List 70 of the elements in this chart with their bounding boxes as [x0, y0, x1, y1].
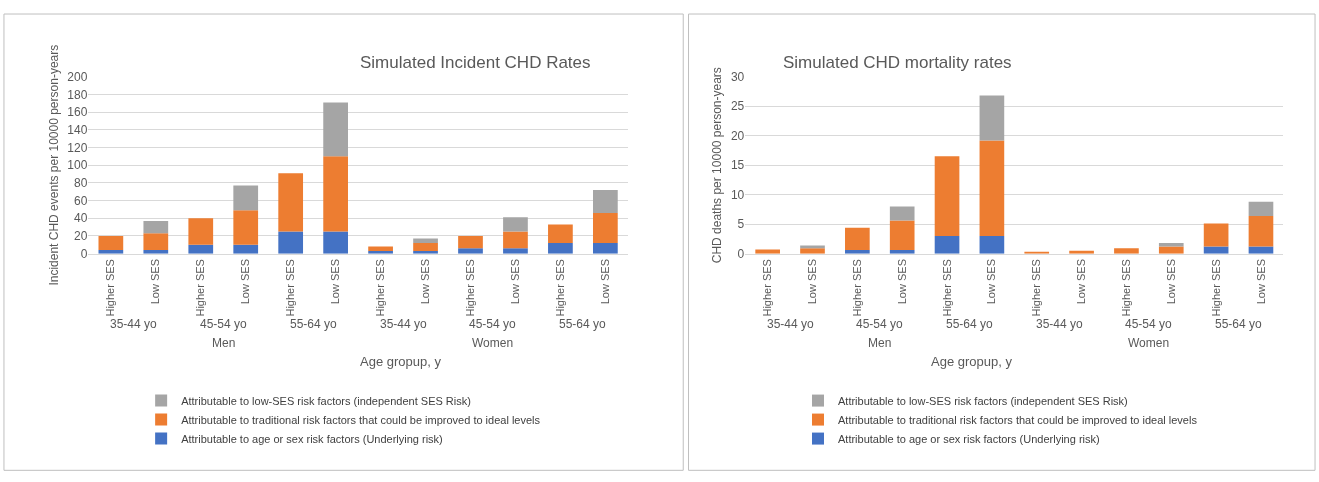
- y-tick-label: 180: [67, 87, 88, 102]
- text: 45-54 yo: [469, 317, 517, 331]
- text: Men: [868, 336, 892, 350]
- y-tick-label: 160: [67, 105, 88, 120]
- legend-label: Attributable to low-SES risk factors (independent SES Risk): [837, 394, 1128, 407]
- x-tick-label: Low SES: [985, 259, 998, 305]
- y-tick-label: 200: [67, 69, 88, 84]
- x-tick-label: Low SES: [598, 259, 611, 305]
- x-tick-label: Low SES: [329, 259, 342, 305]
- x-tick-label: Higher SES: [194, 259, 207, 317]
- text: 55-64 yo: [559, 317, 607, 331]
- x-tick-label: Low SES: [419, 259, 432, 305]
- x-axis-title: Age gropup, y: [931, 354, 1013, 369]
- legend-label: Attributable to traditional risk factors that could be improved to ideal levels: [837, 413, 1198, 426]
- text: 45-54 yo: [1125, 317, 1173, 331]
- legend-label: Attributable to age or sex risk factors (Underlying risk): [181, 432, 443, 445]
- x-tick-label: Low SES: [1075, 259, 1088, 305]
- y-tick-label: 40: [74, 211, 88, 226]
- x-tick-label: Low SES: [1254, 259, 1267, 305]
- text: 35-44 yo: [380, 317, 428, 331]
- x-axis-title: Age gropup, y: [360, 354, 442, 369]
- legend-label: Attributable to low-SES risk factors (independent SES Risk): [181, 394, 471, 407]
- y-tick-label: 15: [730, 158, 745, 173]
- x-tick-label: Low SES: [239, 259, 252, 305]
- x-tick-label: Higher SES: [284, 259, 297, 317]
- x-tick-label: Low SES: [149, 259, 162, 305]
- x-tick-label: Higher SES: [104, 259, 117, 317]
- x-tick-label: Low SES: [806, 259, 819, 305]
- text: 55-64 yo: [1215, 317, 1263, 331]
- y-tick-label: 100: [67, 158, 88, 173]
- legend-label: Attributable to age or sex risk factors (Underlying risk): [837, 432, 1100, 445]
- text: 35-44 yo: [110, 317, 158, 331]
- x-tick-label: Low SES: [895, 259, 908, 305]
- x-tick-label: Higher SES: [464, 259, 477, 317]
- y-tick-label: 20: [74, 229, 88, 244]
- y-tick-label: 20: [730, 128, 745, 143]
- x-tick-label: Higher SES: [1030, 259, 1043, 317]
- text: Women: [472, 336, 514, 350]
- y-tick-label: 0: [80, 246, 88, 261]
- x-tick-label: Low SES: [509, 259, 522, 305]
- text: 45-54 yo: [200, 317, 248, 331]
- text: Men: [212, 336, 236, 350]
- x-tick-label: Higher SES: [1209, 259, 1222, 317]
- x-tick-label: Higher SES: [761, 259, 774, 317]
- y-tick-label: 0: [737, 246, 745, 261]
- x-tick-label: Higher SES: [1120, 259, 1132, 317]
- text: 55-64 yo: [290, 317, 338, 331]
- text: 35-44 yo: [767, 317, 815, 331]
- y-tick-label: 80: [74, 176, 88, 191]
- text: 35-44 yo: [1036, 317, 1084, 331]
- text: Women: [1128, 336, 1170, 350]
- y-tick-label: 140: [67, 123, 88, 137]
- chart-title: Simulated Incident CHD Rates: [360, 53, 591, 72]
- legend-label: Attributable to traditional risk factors that could be improved to ideal levels: [181, 413, 541, 426]
- x-tick-label: Higher SES: [850, 259, 863, 317]
- x-tick-label: Higher SES: [553, 259, 566, 317]
- y-tick-label: 25: [730, 99, 745, 114]
- y-tick-label: 30: [730, 69, 745, 84]
- y-axis-title: Incident CHD events per 10000 person-years: [46, 44, 61, 286]
- x-tick-label: Low SES: [1164, 259, 1177, 305]
- y-tick-label: 10: [730, 187, 745, 202]
- x-tick-label: Higher SES: [374, 259, 387, 317]
- chart-title: Simulated CHD mortality rates: [783, 53, 1012, 72]
- text: 55-64 yo: [946, 317, 994, 331]
- x-tick-label: Higher SES: [940, 259, 953, 317]
- y-axis-title: CHD deaths per 10000 person-years: [710, 67, 725, 264]
- y-tick-label: 5: [737, 217, 745, 232]
- text: 45-54 yo: [856, 317, 904, 331]
- y-tick-label: 120: [67, 140, 88, 155]
- y-tick-label: 60: [74, 193, 88, 208]
